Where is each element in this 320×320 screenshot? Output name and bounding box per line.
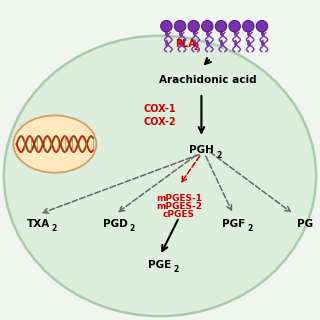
Circle shape — [202, 20, 213, 32]
Text: PLA: PLA — [175, 39, 196, 49]
Text: PGH: PGH — [189, 146, 214, 156]
Text: PGF: PGF — [222, 219, 245, 229]
Text: 2: 2 — [216, 151, 221, 160]
Ellipse shape — [4, 36, 316, 316]
Text: mPGES-1: mPGES-1 — [156, 194, 202, 203]
Text: 2: 2 — [129, 224, 135, 233]
Circle shape — [188, 20, 199, 32]
Text: COX-1: COX-1 — [144, 104, 176, 114]
Text: PGE: PGE — [148, 260, 172, 270]
Text: COX-2: COX-2 — [144, 117, 176, 127]
Text: 2: 2 — [173, 265, 179, 275]
Circle shape — [243, 20, 254, 32]
Ellipse shape — [13, 116, 96, 173]
Text: Arachidonic acid: Arachidonic acid — [159, 75, 257, 85]
Text: PG: PG — [297, 219, 313, 229]
Text: 2: 2 — [193, 43, 199, 52]
Text: 2: 2 — [247, 224, 252, 233]
Text: PGD: PGD — [103, 219, 128, 229]
Circle shape — [161, 20, 172, 32]
Text: mPGES-2: mPGES-2 — [156, 202, 202, 211]
Circle shape — [174, 20, 186, 32]
Text: TXA: TXA — [27, 219, 51, 229]
Circle shape — [256, 20, 268, 32]
Circle shape — [215, 20, 227, 32]
Circle shape — [229, 20, 240, 32]
Text: 2: 2 — [52, 224, 57, 233]
Text: cPGES: cPGES — [163, 210, 195, 219]
